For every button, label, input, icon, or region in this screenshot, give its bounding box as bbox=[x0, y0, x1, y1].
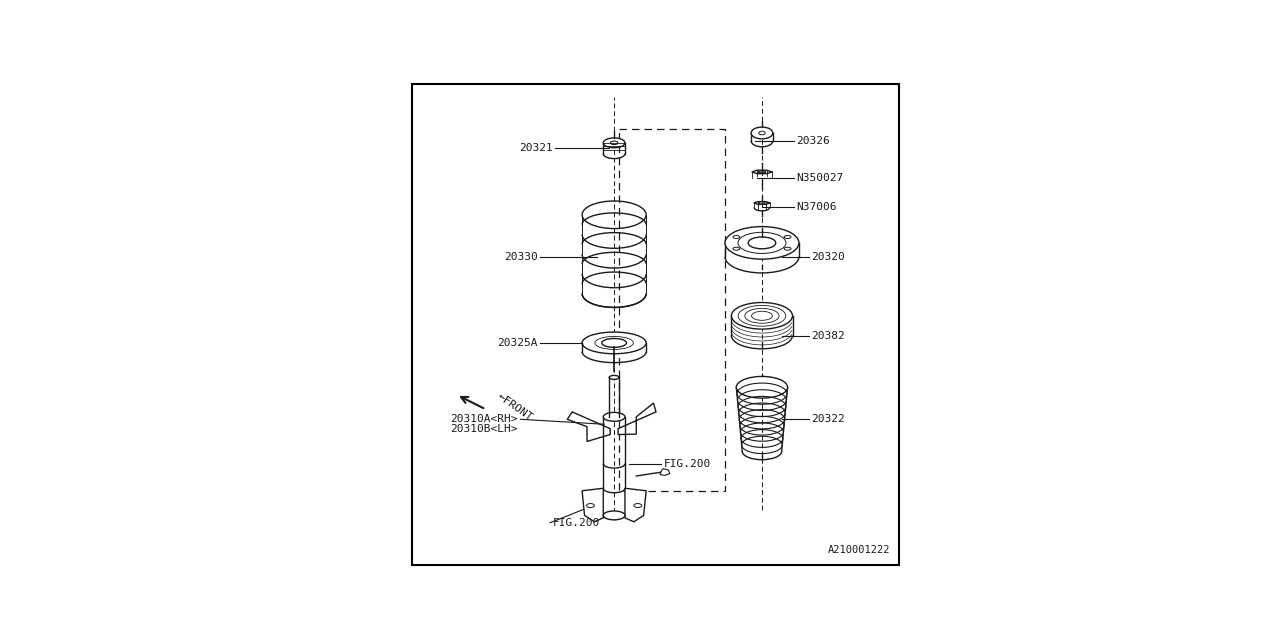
Polygon shape bbox=[660, 468, 669, 476]
Text: A210001222: A210001222 bbox=[828, 545, 890, 555]
Text: ←FRONT: ←FRONT bbox=[495, 392, 535, 423]
Text: 20382: 20382 bbox=[812, 330, 845, 340]
Ellipse shape bbox=[603, 138, 625, 148]
Ellipse shape bbox=[731, 303, 792, 329]
Ellipse shape bbox=[609, 376, 620, 380]
Text: N37006: N37006 bbox=[796, 202, 837, 212]
Ellipse shape bbox=[751, 127, 773, 139]
Ellipse shape bbox=[582, 332, 646, 354]
Text: 20330: 20330 bbox=[504, 252, 538, 262]
Ellipse shape bbox=[736, 376, 787, 398]
Polygon shape bbox=[582, 488, 603, 522]
Polygon shape bbox=[567, 412, 611, 442]
Text: FIG.200: FIG.200 bbox=[663, 459, 710, 468]
Text: 20326: 20326 bbox=[796, 136, 831, 146]
Ellipse shape bbox=[785, 247, 791, 250]
Ellipse shape bbox=[603, 412, 625, 421]
Text: FIG.200: FIG.200 bbox=[553, 518, 600, 528]
Text: 20325A: 20325A bbox=[497, 338, 538, 348]
Text: 20322: 20322 bbox=[812, 414, 845, 424]
Text: 20310B<LH>: 20310B<LH> bbox=[451, 424, 518, 434]
Ellipse shape bbox=[724, 227, 799, 259]
Text: 20310A<RH>: 20310A<RH> bbox=[451, 414, 518, 424]
Ellipse shape bbox=[733, 236, 740, 239]
Text: 20320: 20320 bbox=[812, 252, 845, 262]
Ellipse shape bbox=[603, 511, 625, 520]
Ellipse shape bbox=[733, 247, 740, 250]
Text: 20321: 20321 bbox=[518, 143, 553, 153]
Polygon shape bbox=[625, 488, 646, 522]
Ellipse shape bbox=[785, 236, 791, 239]
Text: N350027: N350027 bbox=[796, 173, 844, 183]
Polygon shape bbox=[618, 403, 657, 435]
